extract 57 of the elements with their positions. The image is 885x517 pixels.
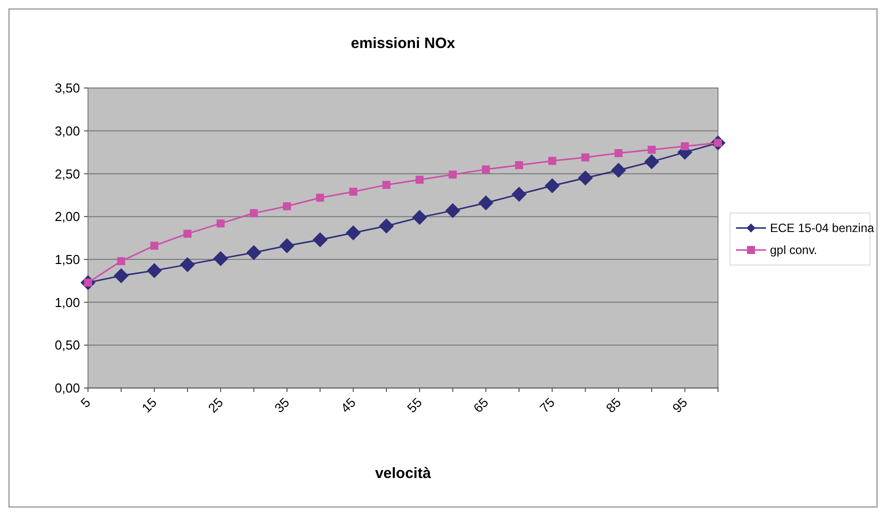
point — [382, 180, 390, 189]
x-axis-title: velocità — [375, 465, 432, 482]
point — [611, 162, 626, 178]
point — [548, 156, 556, 165]
point — [213, 251, 228, 266]
point — [216, 219, 225, 228]
point — [614, 149, 623, 158]
x-tick-label: 5 — [78, 394, 94, 410]
chart-title: emissioni NOx — [350, 35, 456, 52]
x-tick-label: 25 — [205, 394, 226, 416]
legend-label: gpl conv. — [770, 243, 818, 258]
point — [581, 153, 590, 162]
x-tick-label: 95 — [669, 394, 690, 416]
y-tick-label: 2,00 — [54, 209, 80, 224]
point — [349, 188, 358, 196]
point — [346, 225, 361, 240]
x-tick-label: 55 — [404, 394, 425, 416]
x-tick-label: 75 — [536, 394, 558, 416]
y-tick-label: 2,50 — [54, 166, 80, 182]
point — [515, 161, 524, 170]
point — [478, 195, 494, 210]
point — [482, 165, 490, 174]
point — [146, 263, 162, 278]
point — [246, 245, 262, 260]
point — [250, 209, 258, 218]
point — [282, 202, 291, 210]
point — [117, 257, 126, 266]
y-tick-label: 0,00 — [54, 380, 80, 396]
x-tick-label: 85 — [603, 394, 624, 416]
point — [183, 230, 192, 238]
point — [150, 242, 158, 250]
point — [416, 176, 424, 184]
x-tick-label: 65 — [470, 394, 492, 416]
point — [644, 154, 660, 170]
point — [544, 178, 560, 194]
point — [512, 186, 527, 202]
y-tick-label: 3,00 — [54, 123, 80, 138]
y-tick-label: 3,50 — [54, 80, 80, 96]
x-tick-label: 15 — [138, 394, 160, 416]
y-tick-label: 1,00 — [54, 294, 80, 310]
x-tick-label: 35 — [271, 394, 292, 416]
x-tick-label: 45 — [338, 394, 359, 416]
point — [680, 142, 689, 150]
point — [445, 203, 460, 218]
point — [180, 257, 195, 272]
point — [279, 238, 294, 254]
point — [378, 218, 394, 234]
legend-label: ECE 15-04 benzina — [770, 221, 874, 236]
point — [412, 210, 428, 225]
y-tick-label: 0,50 — [54, 338, 80, 353]
point — [312, 232, 328, 248]
point — [578, 170, 593, 186]
point — [648, 146, 656, 154]
y-tick-label: 1,50 — [54, 252, 80, 267]
point — [448, 170, 457, 179]
point — [316, 194, 324, 202]
point — [114, 268, 129, 284]
